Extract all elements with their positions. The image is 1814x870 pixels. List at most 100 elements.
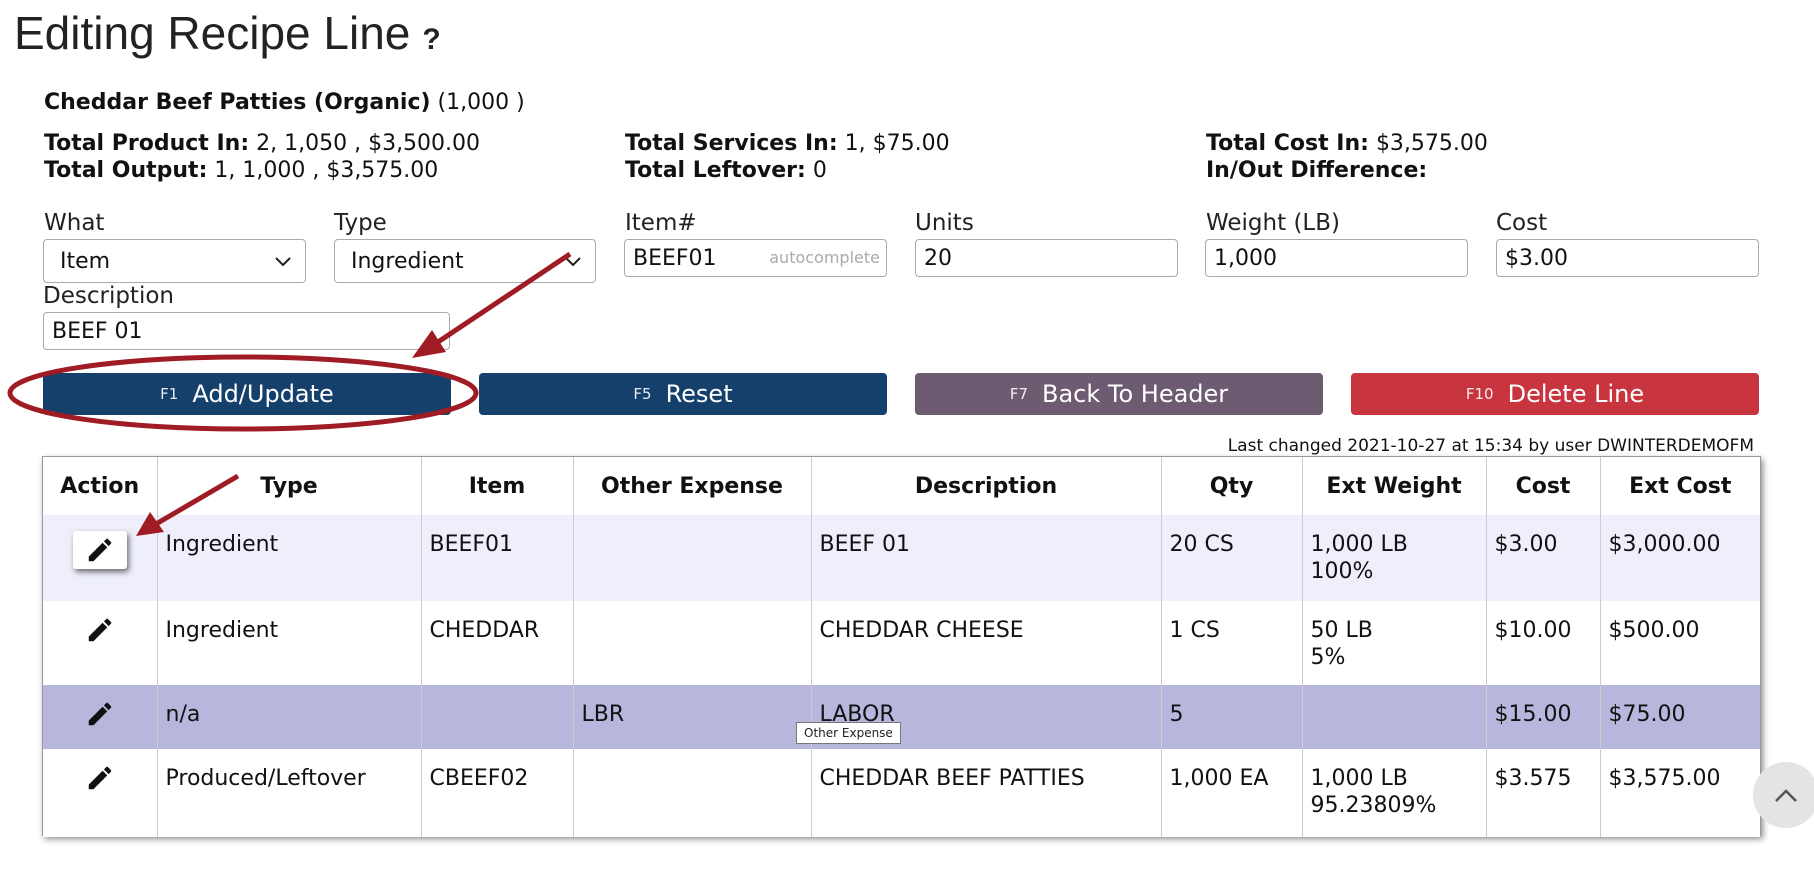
scroll-to-top-button[interactable] xyxy=(1753,762,1814,828)
ext-weight-cell: 1,000 LB 95.23809% xyxy=(1301,749,1486,837)
chevron-down-icon xyxy=(565,252,581,271)
ext-weight-value: 50 LB xyxy=(1310,618,1373,643)
total-output-label: Total Output: xyxy=(44,158,208,183)
cost-cell: $3.00 xyxy=(1485,515,1600,601)
type-select[interactable]: Ingredient xyxy=(334,239,596,283)
description-cell: CHEDDAR CHEESE xyxy=(810,601,1161,685)
column-header-ext-cost[interactable]: Ext Cost xyxy=(1599,457,1760,515)
total-cost-in-label: Total Cost In: xyxy=(1206,131,1369,156)
edit-button[interactable] xyxy=(85,702,115,735)
type-cell: n/a xyxy=(156,685,421,749)
column-header-item[interactable]: Item xyxy=(420,457,573,515)
add-update-button[interactable]: F1 Add/Update xyxy=(43,373,451,415)
description-cell: CHEDDAR BEEF PATTIES xyxy=(810,749,1161,837)
total-leftover-label: Total Leftover: xyxy=(625,158,806,183)
ext-weight-value: 1,000 LB xyxy=(1310,766,1408,791)
what-select[interactable]: Item xyxy=(43,239,306,283)
units-input[interactable]: 20 xyxy=(915,239,1178,277)
type-cell: Ingredient xyxy=(156,515,421,601)
column-header-qty[interactable]: Qty xyxy=(1160,457,1302,515)
qty-cell: 5 xyxy=(1160,685,1302,749)
column-header-other-expense[interactable]: Other Expense xyxy=(572,457,811,515)
reset-button[interactable]: F5 Reset xyxy=(479,373,887,415)
item-cell: BEEF01 xyxy=(420,515,573,601)
units-label: Units xyxy=(915,210,974,236)
other-expense-cell xyxy=(572,601,811,685)
ext-cost-cell: $500.00 xyxy=(1599,601,1760,685)
type-cell: Ingredient xyxy=(156,601,421,685)
column-header-ext-weight[interactable]: Ext Weight xyxy=(1301,457,1486,515)
total-services-in-label: Total Services In: xyxy=(625,131,838,156)
add-update-label: Add/Update xyxy=(192,380,334,408)
column-header-description[interactable]: Description xyxy=(810,457,1161,515)
column-header-action[interactable]: Action xyxy=(43,457,157,515)
last-changed-text: Last changed 2021-10-27 at 15:34 by user… xyxy=(1227,436,1754,456)
weight-label: Weight (LB) xyxy=(1206,210,1340,236)
cost-cell: $10.00 xyxy=(1485,601,1600,685)
total-product-in-value: 2, 1,050 , $3,500.00 xyxy=(256,131,481,156)
edit-button[interactable] xyxy=(72,531,127,569)
autocomplete-hint: autocomplete xyxy=(769,248,880,267)
total-product-in-label: Total Product In: xyxy=(44,131,250,156)
item-cell: CHEDDAR xyxy=(420,601,573,685)
stats-product: Total Product In: 2, 1,050 , $3,500.00 T… xyxy=(44,130,480,184)
page-title: Editing Recipe Line? xyxy=(14,6,441,60)
ext-weight-percent: 100% xyxy=(1310,559,1374,584)
pencil-icon xyxy=(88,702,112,726)
recipe-name-text: Cheddar Beef Patties (Organic) xyxy=(44,90,431,115)
table-row[interactable]: Ingredient CHEDDAR CHEDDAR CHEESE 1 CS 5… xyxy=(43,601,1760,685)
edit-button[interactable] xyxy=(85,766,115,799)
cost-value: $3.00 xyxy=(1505,245,1568,271)
action-cell xyxy=(43,685,157,749)
question-icon[interactable]: ? xyxy=(422,23,441,56)
cost-cell: $15.00 xyxy=(1485,685,1600,749)
ext-cost-cell: $75.00 xyxy=(1599,685,1760,749)
other-expense-cell: LBR xyxy=(572,685,811,749)
total-leftover-value: 0 xyxy=(812,158,827,183)
ext-weight-cell xyxy=(1301,685,1486,749)
table-header-row: Action Type Item Other Expense Descripti… xyxy=(43,457,1760,515)
what-label: What xyxy=(44,210,105,236)
description-value: BEEF 01 xyxy=(52,318,143,344)
ext-weight-cell: 1,000 LB 100% xyxy=(1301,515,1486,601)
add-update-hotkey: F1 xyxy=(160,385,179,403)
action-cell xyxy=(43,515,157,601)
item-number-input[interactable]: BEEF01 autocomplete xyxy=(624,239,887,277)
item-cell: CBEEF02 xyxy=(420,749,573,837)
reset-hotkey: F5 xyxy=(633,385,652,403)
delete-line-hotkey: F10 xyxy=(1465,385,1494,403)
ext-weight-percent: 95.23809% xyxy=(1310,793,1437,818)
edit-button[interactable] xyxy=(85,618,115,651)
type-label: Type xyxy=(334,210,387,236)
stats-cost: Total Cost In: $3,575.00 In/Out Differen… xyxy=(1206,130,1488,184)
action-cell xyxy=(43,749,157,837)
ext-weight-percent: 5% xyxy=(1310,645,1346,670)
cost-label: Cost xyxy=(1496,210,1548,236)
back-to-header-button[interactable]: F7 Back To Header xyxy=(915,373,1323,415)
table-row[interactable]: Produced/Leftover CBEEF02 CHEDDAR BEEF P… xyxy=(43,749,1760,837)
column-header-cost[interactable]: Cost xyxy=(1485,457,1600,515)
description-label: Description xyxy=(43,283,174,309)
recipe-lines-table: Action Type Item Other Expense Descripti… xyxy=(42,456,1761,837)
delete-line-button[interactable]: F10 Delete Line xyxy=(1351,373,1759,415)
table-row[interactable]: Ingredient BEEF01 BEEF 01 20 CS 1,000 LB… xyxy=(43,515,1760,601)
chevron-down-icon xyxy=(275,252,291,271)
pencil-icon xyxy=(88,538,112,562)
chevron-up-icon xyxy=(1775,789,1797,802)
cost-cell: $3.575 xyxy=(1485,749,1600,837)
column-header-type[interactable]: Type xyxy=(156,457,421,515)
weight-input[interactable]: 1,000 xyxy=(1205,239,1468,277)
ext-weight-cell: 50 LB 5% xyxy=(1301,601,1486,685)
description-input[interactable]: BEEF 01 xyxy=(43,312,450,350)
qty-cell: 1,000 EA xyxy=(1160,749,1302,837)
qty-cell: 20 CS xyxy=(1160,515,1302,601)
back-to-header-label: Back To Header xyxy=(1041,380,1229,408)
stats-services: Total Services In: 1, $75.00 Total Lefto… xyxy=(625,130,950,184)
reset-label: Reset xyxy=(665,380,733,408)
table-row[interactable]: n/a LBR LABOR 5 $15.00 $75.00 xyxy=(43,685,1760,749)
weight-value: 1,000 xyxy=(1214,245,1277,271)
description-cell: BEEF 01 xyxy=(810,515,1161,601)
item-cell xyxy=(420,685,573,749)
recipe-name: Cheddar Beef Patties (Organic) (1,000 ) xyxy=(44,90,525,115)
cost-input[interactable]: $3.00 xyxy=(1496,239,1759,277)
